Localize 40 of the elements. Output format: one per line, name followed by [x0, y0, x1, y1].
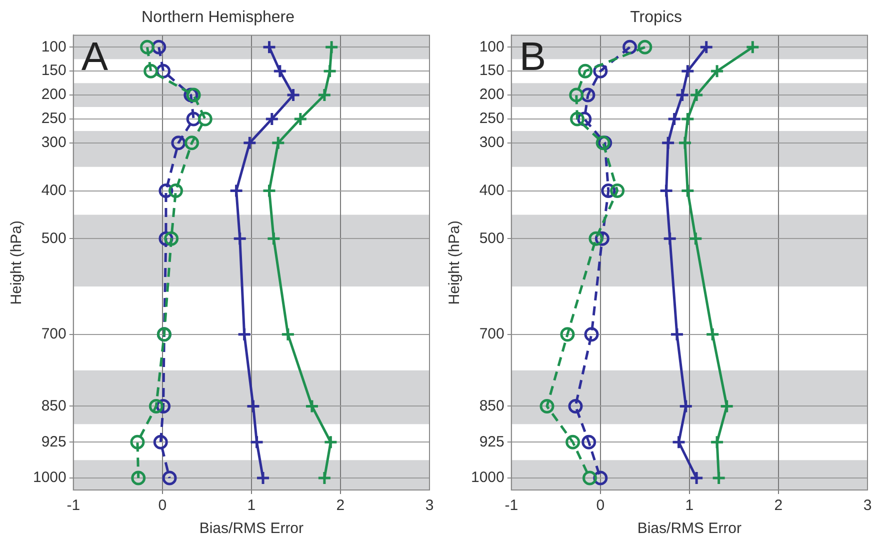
y-tick-label: 400 — [41, 182, 66, 199]
y-tick-label: 250 — [41, 110, 66, 128]
x-tick-label: -1 — [504, 497, 518, 514]
y-tick-label: 150 — [479, 62, 504, 80]
y-axis-title: Height (hPa) — [8, 220, 26, 305]
y-tick-label: 700 — [479, 326, 504, 343]
y-tick-label: 925 — [479, 433, 504, 450]
y-tick-label: 300 — [41, 134, 66, 152]
annotation: B — [519, 35, 546, 80]
y-tick-label: 850 — [41, 397, 66, 414]
y-tick-label: 200 — [479, 86, 504, 104]
y-tick-label: 400 — [479, 182, 504, 199]
y-tick-label: 850 — [479, 397, 504, 414]
x-tick-label: 2 — [774, 497, 783, 514]
y-tick-label: 250 — [479, 110, 504, 128]
x-tick-label: -1 — [66, 497, 80, 514]
annotation: A — [81, 35, 108, 80]
x-tick-label: 0 — [158, 497, 167, 514]
y-tick-label: 500 — [479, 230, 504, 247]
chart-title: Northern Hemisphere — [142, 9, 295, 26]
x-tick-label: 1 — [685, 497, 694, 514]
y-tick-label: 925 — [41, 433, 66, 450]
x-tick-label: 3 — [425, 497, 434, 514]
x-tick-label: 2 — [336, 497, 345, 514]
x-tick-label: 0 — [596, 497, 605, 514]
x-tick-label: 1 — [247, 497, 256, 514]
y-tick-label: 150 — [41, 62, 66, 80]
x-axis-title: Bias/RMS Error — [637, 520, 742, 538]
y-axis-title: Height (hPa) — [446, 220, 464, 305]
y-tick-label: 500 — [41, 230, 66, 247]
y-tick-label: 700 — [41, 326, 66, 343]
y-tick-label: 1000 — [470, 469, 504, 486]
x-tick-label: 3 — [863, 497, 872, 514]
x-axis-title: Bias/RMS Error — [199, 520, 304, 538]
y-tick-label: 300 — [479, 134, 504, 152]
y-tick-label: 100 — [41, 38, 66, 56]
y-tick-label: 1000 — [32, 469, 66, 486]
y-tick-label: 100 — [479, 38, 504, 56]
y-tick-label: 200 — [41, 86, 66, 104]
chart-title: Tropics — [630, 9, 682, 26]
